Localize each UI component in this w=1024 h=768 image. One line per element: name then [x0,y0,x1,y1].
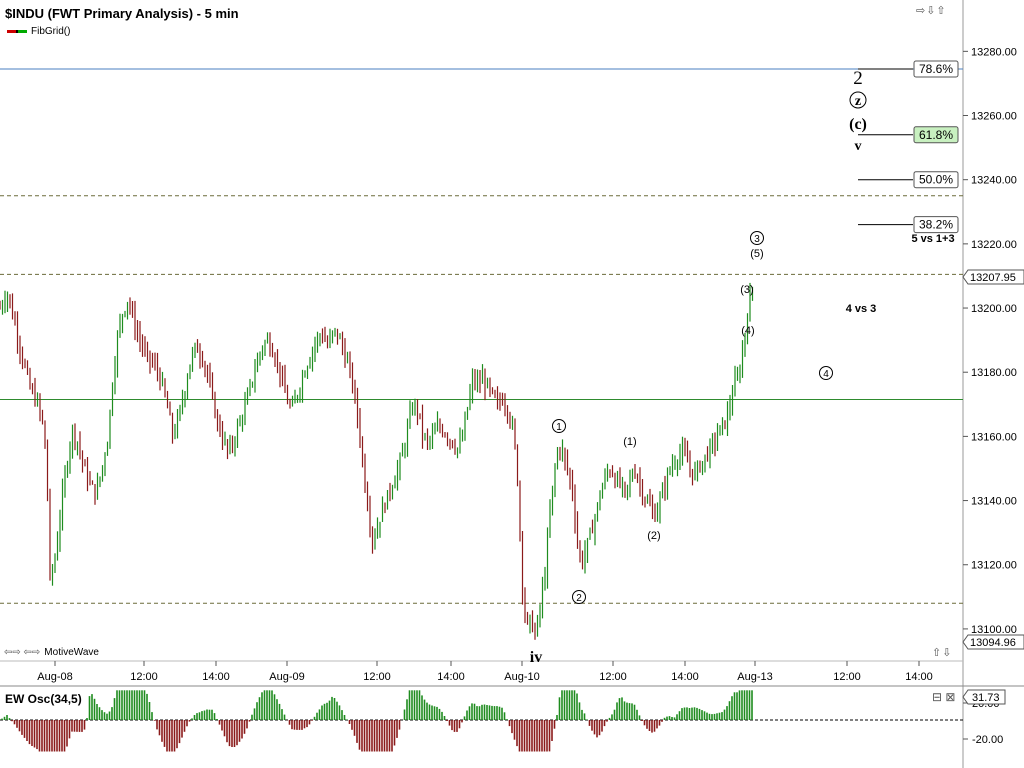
horizontal-lines [0,68,963,604]
wave-label-iv: iv [530,649,542,666]
price-tick-label: 13140.00 [971,496,1017,508]
time-axis-ticks: Aug-08 12:00 14:00 Aug-09 12:00 14:00 Aug-10 12… [37,661,933,683]
time-tick-label: 12:00 [363,671,391,683]
osc-value: 31.73 [972,692,1000,704]
time-tick-label: Aug-10 [504,671,539,683]
wave-label-c: (c) [849,116,867,133]
wave-3: 3 [754,234,760,245]
wave-label-v: v [855,139,862,154]
low-price: 13094.96 [970,637,1016,649]
time-tick-label: Aug-08 [37,671,72,683]
wave-paren-3: (3) [740,284,753,296]
study-color-swatch [7,30,27,33]
price-tick-label: 13100.00 [971,624,1017,636]
time-tick-label: Aug-13 [737,671,772,683]
brand-label: MotiveWave [44,647,99,658]
current-price-tag: 13207.95 [962,269,1024,285]
fib-box [913,171,959,189]
note-5-vs-1-3: 5 vs 1+3 [911,233,954,245]
pane-nav-controls[interactable]: ⇨⇩⇧ [916,5,947,17]
fib-label: 50.0% [919,173,953,187]
fib-box [913,216,959,234]
oscillator-pane[interactable]: 20.00 -20.00 31.73 [0,689,1006,752]
fib-label: 78.6% [919,62,953,76]
price-tick-label: 13160.00 [971,431,1017,443]
time-tick-label: 14:00 [202,671,230,683]
fib-box [913,126,959,144]
wave-label-z: z [855,94,861,109]
candlestick-series [0,282,754,640]
oscillator-title: EW Osc(34,5) [5,692,82,706]
price-tick-label: 13240.00 [971,175,1017,187]
osc-pane-controls[interactable]: ⊟ ⊠ [932,690,956,704]
wave-paren-1: (1) [623,436,636,448]
fib-levels: 78.6% 61.8% 50.0% 38.2% [858,60,959,234]
price-tick-label: 13220.00 [971,239,1017,251]
wave-paren-2: (2) [647,530,660,542]
study-legend[interactable]: FibGrid() [7,26,70,37]
time-tick-label: 12:00 [599,671,627,683]
wave-paren-4: (4) [741,325,754,337]
oscillator-histogram [1,690,753,752]
note-4-vs-3: 4 vs 3 [846,303,877,315]
time-tick-label: 14:00 [671,671,699,683]
price-tick-label: 13260.00 [971,111,1017,123]
time-tick-label: 14:00 [437,671,465,683]
scroll-arrows-icon[interactable]: ⇦⇨ ⇦⇨ [4,647,41,658]
wave-annotations: 2 z (c) v iv [530,68,867,666]
wave-4: 4 [823,369,829,380]
price-axis-ticks: 13280.00 13260.00 13240.00 13220.00 13200.00… [963,46,1017,636]
scroll-controls[interactable]: ⇧⇩ [932,647,953,659]
minor-wave-annotations: 1 2 (1) (2) (3) (4) 3 (5) 4 5 vs 1+3 4 v… [552,231,955,604]
wave-label-2: 2 [853,68,863,89]
chart-title: $INDU (FWT Primary Analysis) - 5 min [5,6,239,21]
time-tick-label: Aug-09 [269,671,304,683]
price-tick-label: 13180.00 [971,367,1017,379]
price-tick-label: 13280.00 [971,46,1017,58]
price-pane[interactable] [0,0,963,661]
price-tick-label: 13120.00 [971,560,1017,572]
fib-label: 38.2% [919,218,953,232]
low-price-tag: 13094.96 [962,634,1024,650]
osc-tick-neg: -20.00 [972,734,1003,746]
current-price: 13207.95 [970,272,1016,284]
time-tick-label: 14:00 [905,671,933,683]
price-tick-label: 13200.00 [971,303,1017,315]
wave-2: 2 [576,593,582,604]
fib-box [913,60,959,78]
time-tick-label: 12:00 [130,671,158,683]
wave-1: 1 [556,422,562,433]
time-tick-label: 12:00 [833,671,861,683]
footer-brand: ⇦⇨ ⇦⇨ MotiveWave [4,647,99,658]
study-label: FibGrid() [31,26,71,37]
wave-paren-5: (5) [750,248,763,260]
fib-label: 61.8% [919,128,953,142]
